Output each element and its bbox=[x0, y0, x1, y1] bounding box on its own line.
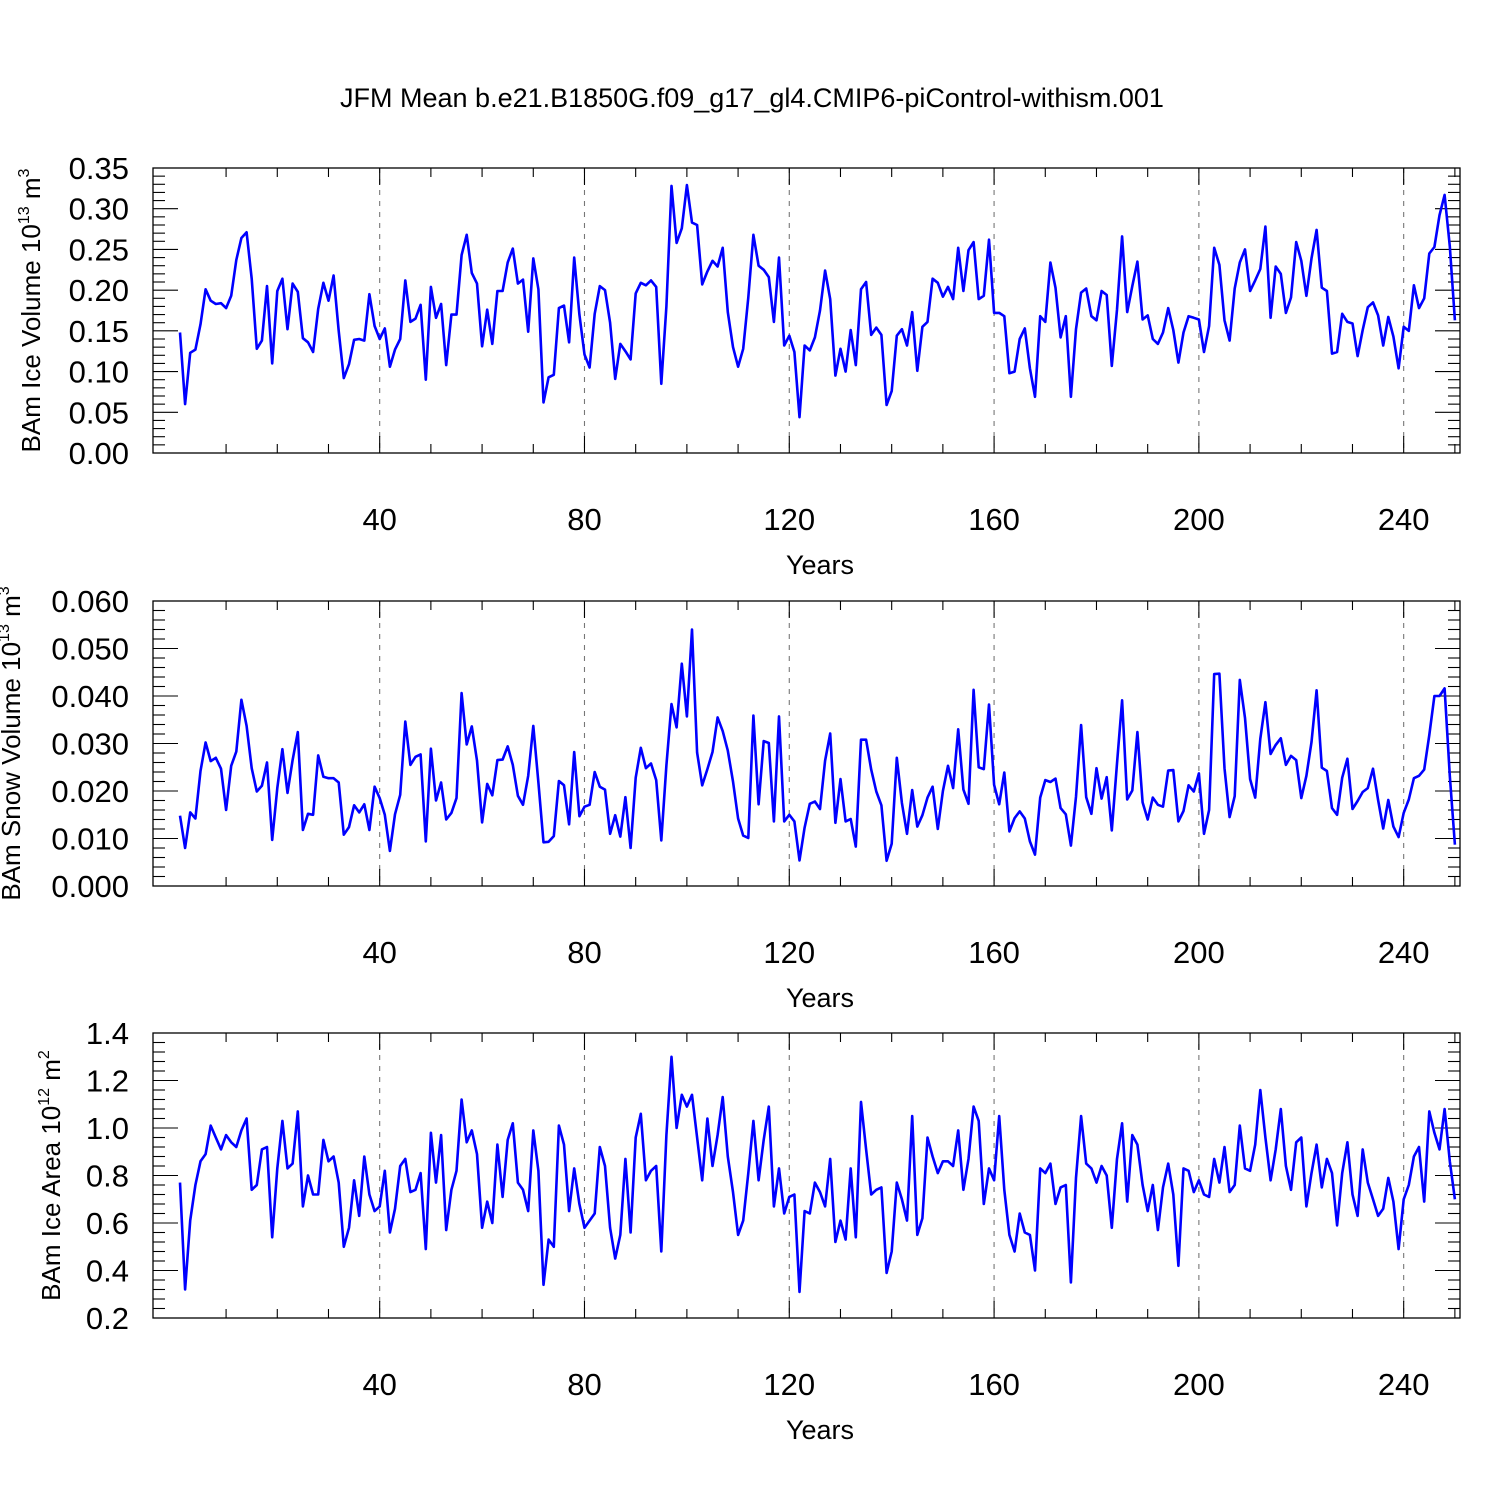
y-tick-label: 0.050 bbox=[51, 632, 129, 667]
plot-frame bbox=[152, 167, 1461, 454]
x-tick-label: 200 bbox=[1173, 935, 1225, 970]
y-tick-label: 0.35 bbox=[69, 151, 129, 186]
y-axis-title: BAm Ice Volume 1013 m3 bbox=[16, 168, 46, 452]
x-tick-label: 40 bbox=[362, 502, 396, 537]
y-tick-label: 0.00 bbox=[69, 436, 129, 471]
y-tick-label: 0.060 bbox=[51, 584, 129, 619]
y-tick-label: 0.30 bbox=[69, 192, 129, 227]
y-tick-label: 0.10 bbox=[69, 355, 129, 390]
x-tick-label: 160 bbox=[968, 935, 1020, 970]
y-axis-title-part: BAm Ice Area 10 bbox=[36, 1106, 66, 1301]
y-tick-label: 1.2 bbox=[86, 1064, 129, 1099]
x-tick-label: 240 bbox=[1378, 1367, 1430, 1402]
y-tick-label: 0.000 bbox=[51, 869, 129, 904]
y-axis-title-superscript: 12 bbox=[36, 1088, 53, 1106]
y-axis-title-superscript: 3 bbox=[0, 586, 13, 595]
series-line bbox=[178, 628, 1457, 863]
y-tick-label: 0.25 bbox=[69, 232, 129, 267]
y-axis-title-superscript: 13 bbox=[0, 624, 13, 642]
y-tick-label: 0.020 bbox=[51, 774, 129, 809]
x-axis-title: Years bbox=[786, 550, 854, 580]
x-tick-label: 40 bbox=[362, 935, 396, 970]
x-tick-label: 240 bbox=[1378, 935, 1430, 970]
y-axis-title-part: m bbox=[0, 595, 26, 624]
series-line bbox=[178, 183, 1457, 419]
y-axis-title-superscript: 13 bbox=[16, 206, 33, 224]
y-tick-label: 0.8 bbox=[86, 1159, 129, 1194]
y-axis-title-part: m bbox=[36, 1059, 66, 1088]
panel-2: 40 80 120 160 200 240 0.000 0.010 0.020 0.030 0.04… bbox=[0, 584, 1461, 1013]
panel-3: 40 80 120 160 200 240 0.2 0.4 0.6 0.8 1.0 1.2 1.4 Yea… bbox=[36, 1016, 1461, 1445]
x-tick-label: 160 bbox=[968, 502, 1020, 537]
y-axis-title-part: BAm Snow Volume 10 bbox=[0, 642, 26, 901]
y-tick-label: 0.15 bbox=[69, 314, 129, 349]
y-axis-title-part: BAm Ice Volume 10 bbox=[16, 224, 46, 452]
plot-frame bbox=[152, 600, 1461, 887]
y-tick-label: 0.030 bbox=[51, 727, 129, 762]
chart-title: JFM Mean b.e21.B1850G.f09_g17_gl4.CMIP6-… bbox=[340, 83, 1164, 113]
y-tick-label: 0.05 bbox=[69, 395, 129, 430]
y-tick-label: 0.040 bbox=[51, 679, 129, 714]
panel-1: 40 80 120 160 200 240 0.00 0.05 0.10 0.15 0.20 0.25… bbox=[16, 151, 1461, 580]
y-tick-label: 1.0 bbox=[86, 1111, 129, 1146]
y-tick-label: 0.20 bbox=[69, 273, 129, 308]
y-tick-label: 0.010 bbox=[51, 822, 129, 857]
x-tick-label: 120 bbox=[763, 935, 815, 970]
x-tick-label: 120 bbox=[763, 502, 815, 537]
x-tick-label: 80 bbox=[567, 935, 601, 970]
x-axis-title: Years bbox=[786, 983, 854, 1013]
y-axis-title: BAm Snow Volume 1013 m3 bbox=[0, 586, 26, 900]
plot-frame bbox=[152, 1032, 1461, 1319]
y-axis-title-superscript: 3 bbox=[16, 168, 33, 177]
y-tick-label: 0.4 bbox=[86, 1254, 129, 1289]
x-tick-label: 240 bbox=[1378, 502, 1430, 537]
y-axis-title-part: m bbox=[16, 177, 46, 206]
y-axis-title-superscript: 2 bbox=[36, 1050, 53, 1059]
x-tick-label: 160 bbox=[968, 1367, 1020, 1402]
x-tick-label: 200 bbox=[1173, 502, 1225, 537]
series-line bbox=[178, 1055, 1457, 1294]
x-tick-label: 40 bbox=[362, 1367, 396, 1402]
y-axis-title: BAm Ice Area 1012 m2 bbox=[36, 1050, 66, 1301]
x-tick-label: 80 bbox=[567, 502, 601, 537]
x-tick-label: 200 bbox=[1173, 1367, 1225, 1402]
y-tick-label: 0.2 bbox=[86, 1301, 129, 1336]
y-tick-label: 1.4 bbox=[86, 1016, 129, 1051]
panels: 40 80 120 160 200 2400.000.050.100.150.200.25… bbox=[0, 151, 1461, 1445]
x-tick-label: 80 bbox=[567, 1367, 601, 1402]
x-axis-title: Years bbox=[786, 1415, 854, 1445]
x-tick-label: 120 bbox=[763, 1367, 815, 1402]
y-tick-label: 0.6 bbox=[86, 1206, 129, 1241]
